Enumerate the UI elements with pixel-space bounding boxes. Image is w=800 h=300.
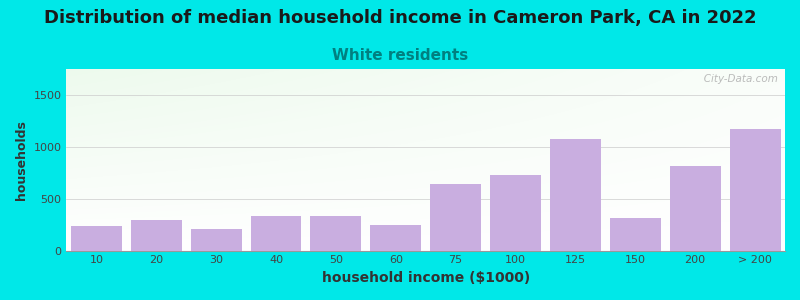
Bar — [71, 226, 122, 251]
Bar — [490, 175, 541, 251]
Text: Distribution of median household income in Cameron Park, CA in 2022: Distribution of median household income … — [44, 9, 756, 27]
Text: White residents: White residents — [332, 48, 468, 63]
Y-axis label: households: households — [15, 120, 28, 200]
Bar — [190, 229, 242, 251]
Bar — [310, 216, 362, 251]
Bar — [430, 184, 481, 251]
Bar — [370, 225, 422, 251]
Bar — [250, 216, 302, 251]
Bar — [670, 166, 721, 251]
Bar — [130, 220, 182, 251]
Bar — [730, 129, 781, 251]
Text: City-Data.com: City-Data.com — [694, 74, 778, 85]
Bar — [610, 218, 661, 251]
Bar — [550, 139, 601, 251]
X-axis label: household income ($1000): household income ($1000) — [322, 271, 530, 285]
